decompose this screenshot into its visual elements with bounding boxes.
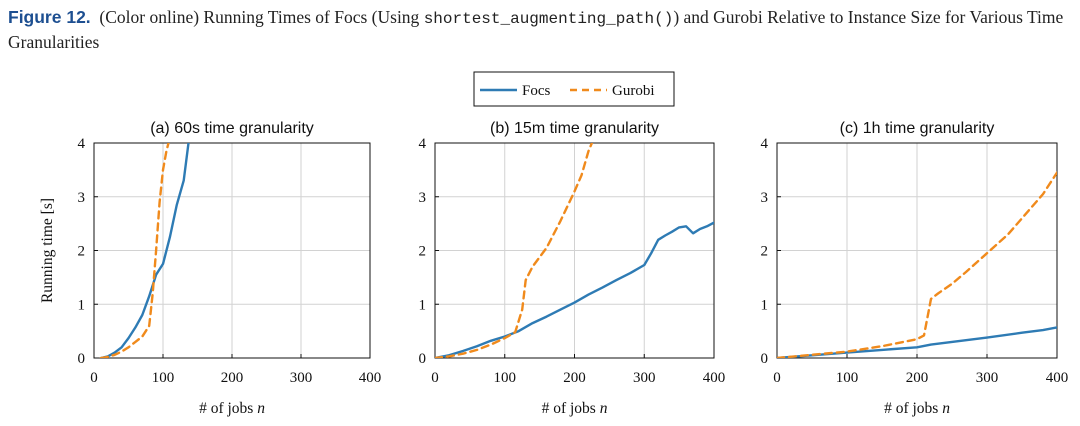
y-axis-label: Running time [s]: [39, 198, 56, 303]
series-group: [777, 171, 1057, 358]
y-tick-label: 4: [78, 136, 86, 152]
x-tick-label: 300: [633, 370, 656, 386]
y-tick-label: 2: [78, 244, 86, 260]
series-line-gurobi: [99, 143, 170, 358]
x-tick-label: 400: [703, 370, 726, 386]
x-axis-label: # of jobs n: [199, 400, 265, 417]
series-line-gurobi: [777, 171, 1057, 358]
caption-focs-word: Focs: [334, 7, 368, 27]
x-tick-label: 100: [494, 370, 517, 386]
chart-panel-2: 0 100 200 300 400 0 1 2 3 4 (b) 15m time granulari…: [419, 120, 726, 417]
series-line-gurobi: [435, 143, 594, 358]
x-tick-label: 400: [359, 370, 382, 386]
x-axis-label-text: # of jobs: [199, 400, 257, 417]
x-axis-label: # of jobs n: [542, 400, 608, 417]
x-tick-label: 0: [773, 370, 781, 386]
x-tick-label: 200: [221, 370, 244, 386]
y-tick-label: 3: [419, 190, 427, 206]
caption-text-start: (Color online) Running Times of: [99, 7, 335, 27]
y-tick-label: 0: [78, 351, 86, 367]
series-line-focs: [777, 326, 1057, 358]
y-tick-label: 4: [761, 136, 769, 152]
y-tick-label: 2: [419, 244, 427, 260]
x-axis-label-variable: n: [257, 400, 265, 417]
x-axis-label-variable: n: [600, 400, 608, 417]
y-tick-label: 3: [78, 190, 86, 206]
x-tick-label: 300: [290, 370, 313, 386]
x-axis-label-text: # of jobs: [542, 400, 600, 417]
x-axis-label-variable: n: [942, 400, 950, 417]
chart-panel-1: 0 100 200 300 400 0 1 2 3 4 (a) 60s time granulari…: [39, 120, 381, 417]
panel-title: (c) 1h time granularity: [840, 120, 995, 137]
y-tick-label: 3: [761, 190, 769, 206]
panel-title: (a) 60s time granularity: [150, 120, 314, 137]
y-tick-label: 1: [78, 297, 86, 313]
x-tick-label: 200: [563, 370, 586, 386]
x-tick-label: 200: [906, 370, 929, 386]
figure-label: Figure 12.: [8, 7, 91, 27]
legend-focs-label: Focs: [522, 83, 551, 99]
x-tick-label: 100: [152, 370, 175, 386]
legend-gurobi-label: Gurobi: [612, 83, 655, 99]
series-group: [435, 143, 714, 358]
caption-text-middle: (Using: [367, 7, 424, 27]
legend: Focs Gurobi: [473, 71, 675, 107]
series-line-focs: [435, 221, 714, 358]
x-axis-label: # of jobs n: [884, 400, 950, 417]
y-tick-label: 0: [419, 351, 427, 367]
series-line-focs: [99, 143, 190, 358]
x-tick-label: 300: [976, 370, 999, 386]
y-tick-label: 4: [419, 136, 427, 152]
caption-code: shortest_augmenting_path(): [423, 10, 674, 28]
x-tick-label: 0: [431, 370, 439, 386]
x-axis-label-text: # of jobs: [884, 400, 942, 417]
y-tick-label: 1: [761, 297, 769, 313]
panel-title: (b) 15m time granularity: [490, 120, 659, 137]
x-tick-label: 400: [1046, 370, 1069, 386]
chart-panel-3: 0 100 200 300 400 0 1 2 3 4 (c) 1h time granularit…: [761, 120, 1069, 417]
x-tick-label: 0: [90, 370, 98, 386]
y-tick-label: 1: [419, 297, 427, 313]
y-tick-label: 0: [761, 351, 769, 367]
y-tick-label: 2: [761, 244, 769, 260]
figure-caption: Figure 12. (Color online) Running Times …: [8, 6, 1074, 54]
series-group: [99, 143, 190, 358]
x-tick-label: 100: [836, 370, 859, 386]
caption-text-end: ) and Gurobi Relative to Instance Size f…: [8, 7, 1064, 52]
